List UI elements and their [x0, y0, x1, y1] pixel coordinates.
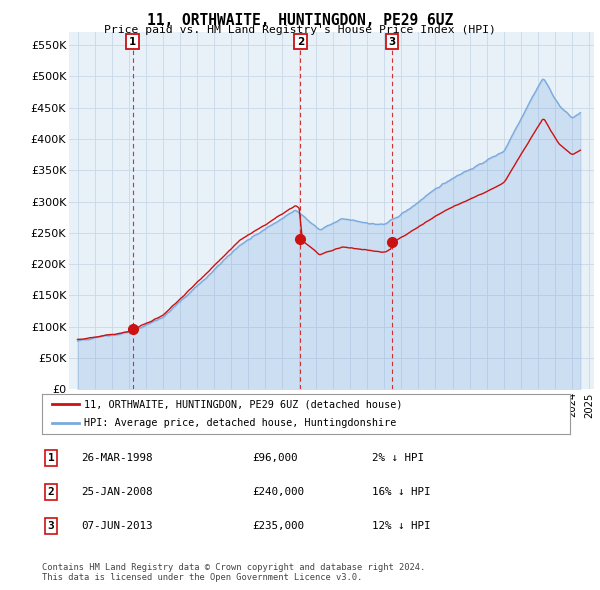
- Text: 26-MAR-1998: 26-MAR-1998: [81, 453, 152, 463]
- Text: £240,000: £240,000: [252, 487, 304, 497]
- Text: 2: 2: [296, 37, 304, 47]
- Text: 16% ↓ HPI: 16% ↓ HPI: [372, 487, 431, 497]
- Text: HPI: Average price, detached house, Huntingdonshire: HPI: Average price, detached house, Hunt…: [84, 418, 397, 428]
- Text: Contains HM Land Registry data © Crown copyright and database right 2024.
This d: Contains HM Land Registry data © Crown c…: [42, 563, 425, 582]
- Text: 1: 1: [47, 453, 55, 463]
- Text: 3: 3: [47, 522, 55, 531]
- Text: 2: 2: [47, 487, 55, 497]
- Text: 1: 1: [129, 37, 136, 47]
- Text: 3: 3: [388, 37, 395, 47]
- Text: 12% ↓ HPI: 12% ↓ HPI: [372, 522, 431, 531]
- Text: Price paid vs. HM Land Registry's House Price Index (HPI): Price paid vs. HM Land Registry's House …: [104, 25, 496, 35]
- Text: 25-JAN-2008: 25-JAN-2008: [81, 487, 152, 497]
- Text: 11, ORTHWAITE, HUNTINGDON, PE29 6UZ (detached house): 11, ORTHWAITE, HUNTINGDON, PE29 6UZ (det…: [84, 399, 403, 409]
- Text: 07-JUN-2013: 07-JUN-2013: [81, 522, 152, 531]
- Text: 11, ORTHWAITE, HUNTINGDON, PE29 6UZ: 11, ORTHWAITE, HUNTINGDON, PE29 6UZ: [147, 13, 453, 28]
- Text: £96,000: £96,000: [252, 453, 298, 463]
- Text: £235,000: £235,000: [252, 522, 304, 531]
- Text: 2% ↓ HPI: 2% ↓ HPI: [372, 453, 424, 463]
